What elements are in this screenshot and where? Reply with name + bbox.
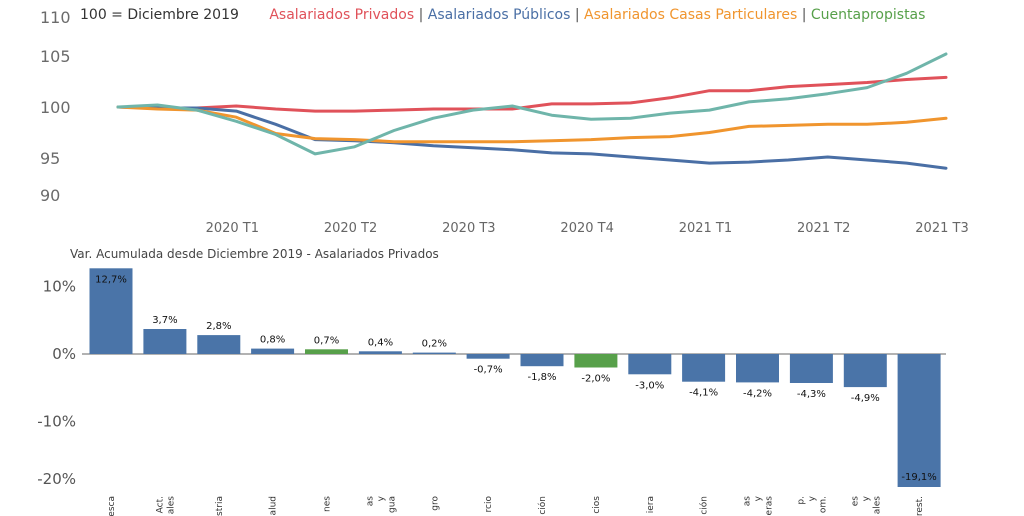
bar xyxy=(843,354,887,388)
legend-separator: | xyxy=(801,7,811,23)
bar xyxy=(574,354,618,368)
category-label: y xyxy=(754,495,764,501)
category-label: ales xyxy=(166,496,176,515)
category-label: as xyxy=(365,496,375,507)
category-label: gua xyxy=(387,496,397,513)
category-label: y xyxy=(861,495,871,501)
category-label: eras xyxy=(765,496,775,516)
series-line-1 xyxy=(116,105,948,170)
bar xyxy=(682,354,726,382)
bar xyxy=(520,354,564,367)
legend-item-casas: Asalariados Casas Particulares xyxy=(584,7,798,23)
bar xyxy=(736,354,779,383)
category-label: rest. xyxy=(915,496,925,516)
category-label: ción xyxy=(699,496,710,515)
category-label: p. xyxy=(796,496,806,505)
bar-value-label: -4,1% xyxy=(689,388,718,399)
series-line-0 xyxy=(116,75,948,113)
bar-value-label: 0,7% xyxy=(314,335,339,346)
legend-item-privados: Asalariados Privados xyxy=(269,7,415,23)
category-label: alud xyxy=(269,496,279,515)
bar-value-label: 0,8% xyxy=(260,335,285,346)
category-label: cios xyxy=(592,496,602,514)
bar xyxy=(197,335,241,354)
category-label: y xyxy=(807,495,817,501)
y-tick-label: 105 xyxy=(40,47,71,66)
bar xyxy=(89,268,133,354)
line-chart: 110 105 100 95 90 2020 T1 2020 T2 2020 T3 2020 T… xyxy=(40,8,969,236)
x-tick-label: 2020 T1 xyxy=(206,221,259,236)
x-tick-label: 2020 T2 xyxy=(324,221,377,236)
bar-value-label: -4,3% xyxy=(797,389,826,400)
bar-value-label: 0,2% xyxy=(422,339,447,350)
bar-value-label: 12,7% xyxy=(95,274,127,285)
category-label: om. xyxy=(818,496,828,513)
y-tick-label: -20% xyxy=(37,470,76,488)
category-label: ción xyxy=(537,496,548,515)
bar xyxy=(628,354,672,375)
category-label: rcio xyxy=(484,496,494,513)
bar-value-label: 2,8% xyxy=(206,321,231,332)
legend-item-cuentapropistas: Cuentapropistas xyxy=(810,7,926,23)
bar xyxy=(789,354,833,383)
legend-separator: | xyxy=(574,7,585,23)
bar-value-label: -2,0% xyxy=(581,374,610,385)
y-tick-label: 95 xyxy=(40,149,60,168)
bar-value-label: -3,0% xyxy=(635,380,664,391)
bar-value-label: -4,2% xyxy=(743,388,772,399)
bar xyxy=(143,329,187,354)
line-chart-title: 100 = Diciembre 2019 xyxy=(80,7,239,23)
category-label: as xyxy=(743,496,753,507)
bar xyxy=(305,349,348,354)
y-tick-label: 0% xyxy=(52,345,76,363)
x-tick-label: 2021 T3 xyxy=(915,221,968,236)
bar xyxy=(897,354,941,487)
category-label: y xyxy=(376,495,386,501)
bar-value-label: -4,9% xyxy=(851,393,880,404)
y-tick-label: 100 xyxy=(40,98,71,117)
series-line-3 xyxy=(116,52,948,156)
category-label: nes xyxy=(323,496,333,512)
category-label: iera xyxy=(646,496,656,513)
bar xyxy=(251,348,295,354)
bar-value-label: 3,7% xyxy=(152,315,177,326)
line-chart-legend: 100 = Diciembre 2019 Asalariados Privado… xyxy=(42,7,925,23)
bar-value-label: -0,7% xyxy=(474,365,503,376)
x-tick-label: 2021 T1 xyxy=(679,221,732,236)
x-tick-label: 2020 T4 xyxy=(560,221,613,236)
category-label: es xyxy=(850,496,860,507)
x-tick-label: 2020 T3 xyxy=(442,221,495,236)
bar xyxy=(358,351,402,354)
category-label: ales xyxy=(872,496,882,515)
category-label: gro xyxy=(430,496,440,511)
y-tick-label: 90 xyxy=(40,186,60,205)
category-label: stria xyxy=(215,496,225,516)
x-tick-label: 2021 T2 xyxy=(797,221,850,236)
series-line-2 xyxy=(116,105,948,144)
y-tick-label: 110 xyxy=(40,8,71,27)
bar-value-label: -19,1% xyxy=(901,472,936,483)
bar-chart-title: Var. Acumulada desde Diciembre 2019 - As… xyxy=(70,247,439,261)
legend-separator: | xyxy=(418,7,428,23)
y-tick-label: 10% xyxy=(43,278,76,296)
bar xyxy=(412,352,456,354)
bar-value-label: 0,4% xyxy=(368,337,393,348)
bar-value-label: -1,8% xyxy=(527,372,556,383)
category-label: Act. xyxy=(155,496,165,513)
legend-item-publicos: Asalariados Públicos xyxy=(427,7,571,23)
y-tick-label: -10% xyxy=(37,413,76,431)
category-label: esca xyxy=(107,496,117,516)
bar xyxy=(466,354,510,359)
